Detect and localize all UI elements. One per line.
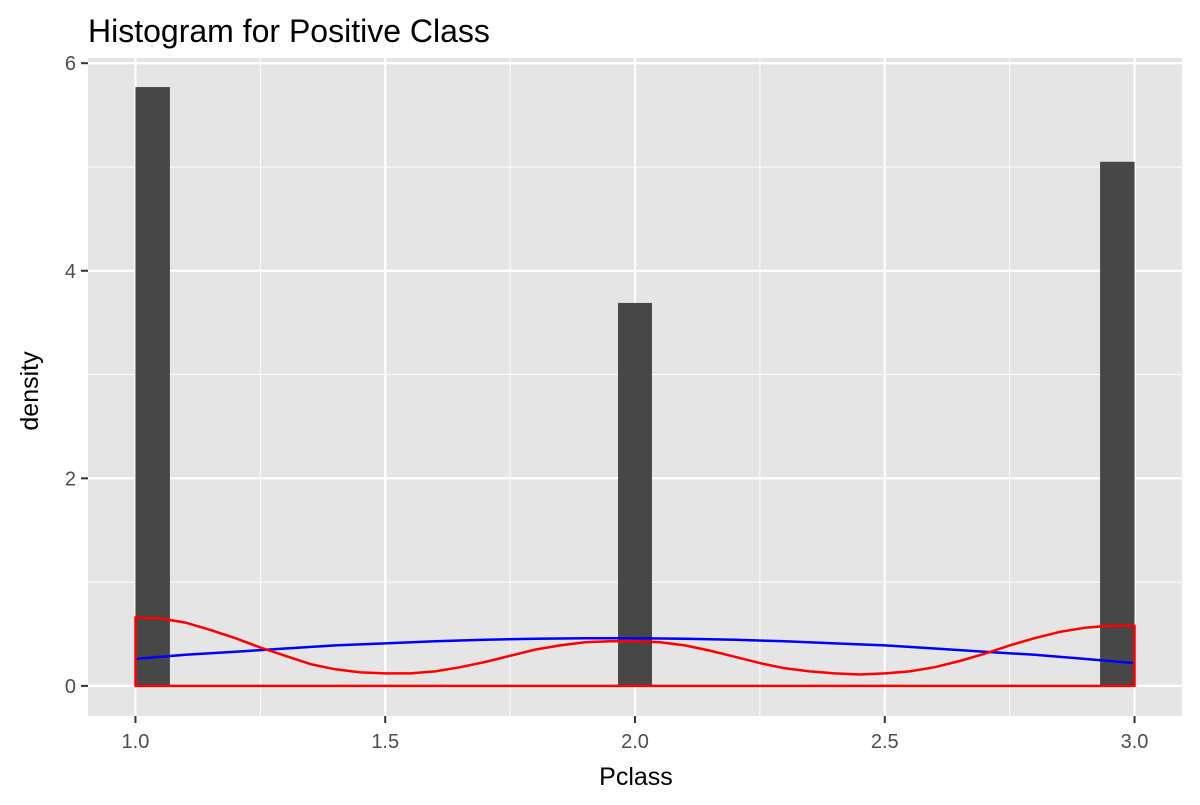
x-tick-label: 2.0 <box>621 731 649 753</box>
y-tick-label: 2 <box>65 468 76 490</box>
red-density-curve <box>134 616 1136 688</box>
histogram-bar <box>135 87 170 686</box>
y-tick-label: 6 <box>65 53 76 75</box>
x-tick-label: 1.5 <box>371 731 399 753</box>
histogram-bar <box>618 302 652 686</box>
y-tick-label: 4 <box>65 261 76 283</box>
histogram-bars <box>135 87 1135 686</box>
x-tick-label: 1.0 <box>122 731 150 753</box>
x-axis-title: Pclass <box>599 763 673 791</box>
histogram-bar <box>1100 161 1135 686</box>
x-tick-label: 2.5 <box>871 731 899 753</box>
density-curves <box>134 616 1136 688</box>
blue-density-curve <box>135 636 1135 665</box>
x-tick-label: 3.0 <box>1121 731 1149 753</box>
chart-title: Histogram for Positive Class <box>88 13 490 49</box>
y-axis-title: density <box>16 351 44 431</box>
x-axis: 1.0 1.5 2.0 2.5 3.0 <box>122 716 1149 753</box>
y-tick-label: 0 <box>65 676 76 698</box>
y-axis: 0 2 4 6 <box>65 53 88 698</box>
